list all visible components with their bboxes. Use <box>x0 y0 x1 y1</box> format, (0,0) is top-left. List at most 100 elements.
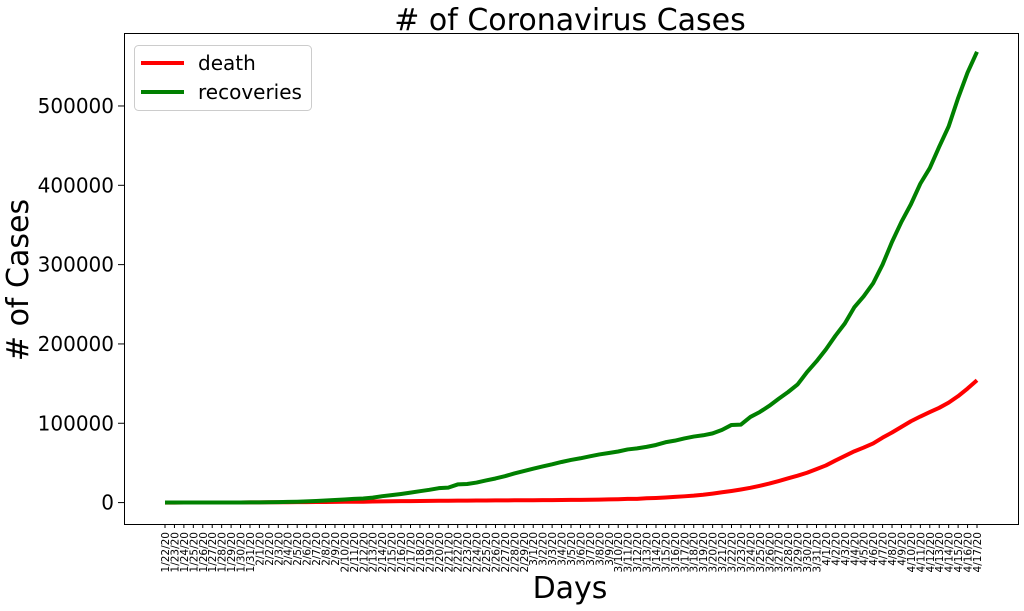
x-tick-label: 4/13/20 <box>934 532 946 572</box>
x-tick-label: 3/11/20 <box>623 532 635 572</box>
x-tick-label: 3/19/20 <box>698 532 710 572</box>
x-tick-label: 4/11/20 <box>915 532 927 572</box>
x-tick-label: 3/9/20 <box>604 532 616 566</box>
y-tick-label: 300000 <box>38 253 114 277</box>
x-tick-label: 4/10/20 <box>906 532 918 572</box>
x-tick-label: 4/4/20 <box>849 532 861 566</box>
x-tick-label: 2/9/20 <box>330 532 342 566</box>
x-tick-label: 4/1/20 <box>821 532 833 566</box>
x-tick-label: 2/23/20 <box>462 532 474 572</box>
x-tick-label: 3/28/20 <box>783 532 795 572</box>
x-tick-label: 1/31/20 <box>245 532 257 572</box>
x-tick-label: 3/1/20 <box>528 532 540 566</box>
x-tick-label: 1/29/20 <box>226 532 238 572</box>
x-tick-label: 3/6/20 <box>575 532 587 566</box>
x-tick-label: 2/26/20 <box>490 532 502 572</box>
x-tick-label: 4/15/20 <box>953 532 965 572</box>
x-tick-label: 3/31/20 <box>811 532 823 572</box>
x-tick-label: 2/20/20 <box>434 532 446 572</box>
x-tick-label: 3/13/20 <box>642 532 654 572</box>
x-tick-label: 3/26/20 <box>764 532 776 572</box>
x-tick-label: 3/21/20 <box>717 532 729 572</box>
x-tick-label: 1/27/20 <box>207 532 219 572</box>
x-tick-label: 3/14/20 <box>651 532 663 572</box>
x-tick-label: 4/7/20 <box>878 532 890 566</box>
x-tick-label: 4/12/20 <box>925 532 937 572</box>
x-tick-label: 3/29/20 <box>793 532 805 572</box>
x-tick-label: 2/14/20 <box>377 532 389 572</box>
x-tick-label: 3/7/20 <box>585 532 597 566</box>
x-tick-label: 4/5/20 <box>859 532 871 566</box>
plot-area: 01000002000003000004000005000001/22/201/… <box>38 50 984 572</box>
x-tick-label: 4/2/20 <box>830 532 842 566</box>
x-tick-label: 3/8/20 <box>594 532 606 566</box>
x-tick-label: 4/9/20 <box>896 532 908 566</box>
series-line-recoveries <box>165 50 979 505</box>
x-tick-label: 2/24/20 <box>472 532 484 572</box>
x-tick-label: 1/22/20 <box>160 532 172 572</box>
x-tick-label: 2/7/20 <box>311 532 323 566</box>
x-tick-label: 2/8/20 <box>321 532 333 566</box>
x-tick-label: 3/5/20 <box>566 532 578 566</box>
x-tick-label: 4/3/20 <box>840 532 852 566</box>
x-tick-label: 2/19/20 <box>424 532 436 572</box>
y-tick-label: 100000 <box>38 411 114 435</box>
x-tick-label: 2/3/20 <box>273 532 285 566</box>
x-tick-label: 3/10/20 <box>613 532 625 572</box>
x-axis-label: Days <box>533 571 608 606</box>
x-tick-label: 2/4/20 <box>283 532 295 566</box>
x-tick-label: 2/5/20 <box>292 532 304 566</box>
x-tick-label: 3/20/20 <box>708 532 720 572</box>
x-tick-label: 2/21/20 <box>443 532 455 572</box>
x-tick-label: 2/29/20 <box>519 532 531 572</box>
x-tick-label: 2/27/20 <box>500 532 512 572</box>
x-tick-label: 3/16/20 <box>670 532 682 572</box>
x-tick-label: 3/18/20 <box>689 532 701 572</box>
x-tick-label: 2/16/20 <box>396 532 408 572</box>
legend-label-death: death <box>198 51 256 75</box>
x-tick-label: 3/24/20 <box>745 532 757 572</box>
x-tick-label: 1/25/20 <box>188 532 200 572</box>
y-tick-label: 500000 <box>38 94 114 118</box>
x-tick-label: 2/15/20 <box>387 532 399 572</box>
x-tick-label: 1/26/20 <box>198 532 210 572</box>
plot-frame <box>124 33 1019 525</box>
x-tick-label: 3/15/20 <box>660 532 672 572</box>
x-tick-label: 2/18/20 <box>415 532 427 572</box>
x-tick-label: 3/17/20 <box>679 532 691 572</box>
x-tick-label: 2/17/20 <box>405 532 417 572</box>
x-tick-label: 2/22/20 <box>453 532 465 572</box>
x-tick-label: 4/17/20 <box>972 532 984 572</box>
x-tick-label: 3/23/20 <box>736 532 748 572</box>
x-tick-label: 4/16/20 <box>963 532 975 572</box>
x-tick-label: 2/11/20 <box>349 532 361 572</box>
x-tick-label: 2/12/20 <box>358 532 370 572</box>
x-tick-label: 2/6/20 <box>302 532 314 566</box>
x-tick-label: 3/27/20 <box>774 532 786 572</box>
legend: death recoveries <box>134 45 312 111</box>
x-tick-label: 2/25/20 <box>481 532 493 572</box>
x-tick-label: 3/22/20 <box>727 532 739 572</box>
x-tick-label: 1/28/20 <box>217 532 229 572</box>
x-tick-label: 3/4/20 <box>557 532 569 566</box>
x-tick-label: 2/13/20 <box>368 532 380 572</box>
x-tick-label: 3/12/20 <box>632 532 644 572</box>
x-tick-label: 1/24/20 <box>179 532 191 572</box>
x-tick-label: 1/23/20 <box>169 532 181 572</box>
y-axis-label: # of Cases <box>1 199 36 361</box>
y-tick-label: 0 <box>101 491 114 515</box>
x-tick-label: 4/14/20 <box>944 532 956 572</box>
x-tick-label: 2/10/20 <box>339 532 351 572</box>
x-tick-label: 3/25/20 <box>755 532 767 572</box>
y-tick-label: 400000 <box>38 173 114 197</box>
x-tick-label: 1/30/20 <box>236 532 248 572</box>
x-tick-label: 4/6/20 <box>868 532 880 566</box>
x-tick-label: 2/2/20 <box>264 532 276 566</box>
legend-label-recoveries: recoveries <box>198 80 302 104</box>
x-tick-label: 2/28/20 <box>509 532 521 572</box>
x-tick-label: 3/30/20 <box>802 532 814 572</box>
x-tick-label: 3/3/20 <box>547 532 559 566</box>
x-tick-label: 3/2/20 <box>538 532 550 566</box>
y-tick-label: 200000 <box>38 332 114 356</box>
